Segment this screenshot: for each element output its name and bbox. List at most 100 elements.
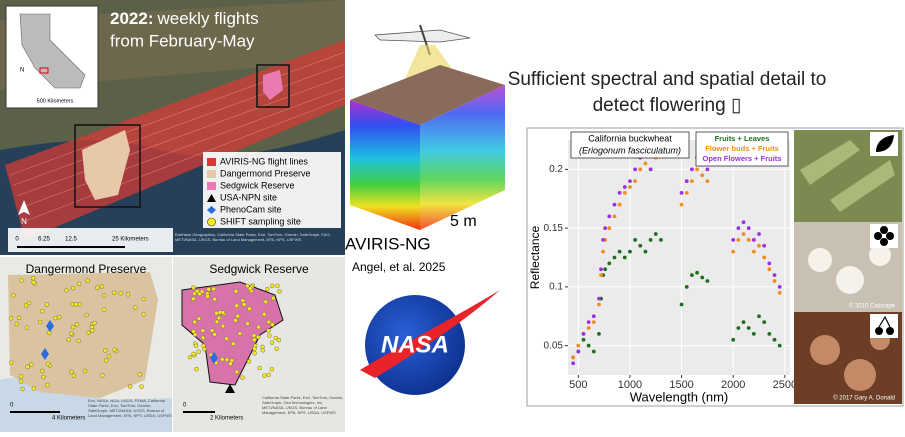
data-point — [757, 232, 761, 236]
data-point — [581, 331, 586, 336]
data-point — [622, 190, 627, 195]
spectra-chart: 0.05 0.1 0.15 0.2 500 1000 1500 2000 2500 Wavelen… — [528, 131, 797, 404]
site-dot — [26, 300, 32, 306]
data-point — [648, 237, 653, 242]
site-dot — [200, 328, 205, 333]
map-title-line1: weekly flights — [156, 9, 258, 28]
annotation: California buckwheat — [588, 133, 672, 143]
site-dot — [39, 368, 45, 374]
site-dot — [245, 321, 250, 326]
aviris-graphic: 5 m AVIRIS-NG Angel, et al. 2025 NASA — [345, 24, 505, 395]
scale-label: 0 — [10, 403, 14, 409]
data-point — [586, 320, 591, 325]
npn-marker — [225, 384, 235, 393]
y-tick-label: 0.1 — [549, 282, 563, 293]
aircraft — [374, 29, 471, 43]
site-dot — [212, 296, 217, 302]
legend-label: Fruits + Leaves — [715, 134, 770, 143]
site-dot — [224, 357, 230, 362]
data-point — [741, 320, 746, 325]
data-point — [757, 243, 761, 248]
data-point — [679, 190, 684, 195]
site-dot — [69, 369, 74, 375]
legend-label: Flower buds + Fruits — [705, 144, 779, 153]
scale-label: 0 — [15, 237, 19, 243]
data-point — [607, 214, 612, 219]
legend-swatch — [207, 206, 216, 214]
site-dot — [69, 331, 74, 336]
site-dot — [262, 373, 267, 378]
site-dot — [224, 336, 229, 341]
legend-swatch — [207, 170, 216, 178]
site-dot — [262, 312, 267, 317]
site-dot — [194, 366, 199, 372]
site-dot — [246, 359, 252, 364]
legend-label: AVIRIS-NG flight lines — [220, 156, 308, 166]
data-point — [591, 349, 596, 354]
leaf-icon — [876, 135, 894, 152]
scale-label: 12.5 — [65, 237, 77, 243]
cherry-icon — [875, 327, 894, 335]
site-dot — [200, 335, 206, 341]
cube-side — [420, 85, 505, 230]
site-dot — [76, 281, 82, 287]
data-point — [690, 167, 694, 172]
site-dot — [127, 384, 133, 389]
data-point — [746, 326, 751, 330]
site-dot — [233, 289, 239, 294]
data-point — [767, 331, 772, 336]
site-dot — [276, 337, 282, 343]
site-dot — [92, 320, 97, 326]
site-dot — [139, 384, 144, 389]
site-dot — [106, 353, 112, 359]
map-credits-box: Earthstar Geographics, California State … — [175, 232, 331, 242]
legend-swatch — [207, 194, 216, 202]
scale-label: 2 Kilometers — [210, 416, 243, 422]
site-dot — [125, 292, 131, 297]
dangermond-box — [74, 124, 141, 208]
scale-label: 4 Kilometers — [52, 416, 85, 422]
overview-map: N 500 Kilometers 2022: weekly flights fro… — [0, 0, 346, 255]
photo-credit: © 2010 Calscape — [849, 303, 896, 310]
dangermond-area — [82, 130, 130, 200]
data-point — [603, 267, 608, 272]
data-point — [679, 202, 684, 207]
map-title-year: 2022: — [110, 9, 153, 28]
data-point — [597, 331, 601, 336]
site-dot — [245, 283, 250, 289]
north-arrow — [18, 200, 30, 215]
site-dot — [84, 312, 89, 318]
sensor-name: AVIRIS-NG — [345, 234, 431, 253]
data-point — [612, 202, 617, 207]
site-dot — [53, 315, 58, 321]
data-point — [633, 167, 638, 172]
y-tick-label: 0.05 — [544, 340, 564, 351]
legend-label: Dangermond Preserve — [220, 168, 311, 178]
site-dot — [103, 358, 109, 363]
panel-credits: Esri, NASA, NGA, USGS, FEMA, California … — [88, 398, 172, 418]
data-point — [757, 314, 761, 319]
site-dot — [228, 361, 233, 366]
site-dot — [209, 328, 215, 333]
data-point — [597, 302, 601, 307]
data-point — [633, 179, 638, 184]
data-point — [741, 220, 746, 225]
preserve-area — [8, 272, 158, 398]
y-tick-label: 0.2 — [549, 164, 563, 175]
data-point — [762, 320, 767, 325]
data-point — [736, 226, 741, 231]
data-point — [777, 343, 782, 348]
credits-box: Esri, NASA, NGA, USGS, FEMA, California … — [88, 398, 172, 418]
inset-highlight — [39, 67, 49, 74]
site-dot — [85, 278, 90, 283]
california — [19, 13, 86, 89]
data-point — [736, 237, 741, 242]
data-point — [767, 261, 772, 266]
x-tick-label: 1000 — [618, 379, 642, 391]
site-dot — [41, 374, 46, 380]
data-point — [622, 255, 627, 260]
site-dot — [14, 321, 19, 327]
site-dot — [270, 322, 275, 327]
flower-icon-center — [882, 234, 886, 238]
site-dot — [205, 294, 210, 299]
